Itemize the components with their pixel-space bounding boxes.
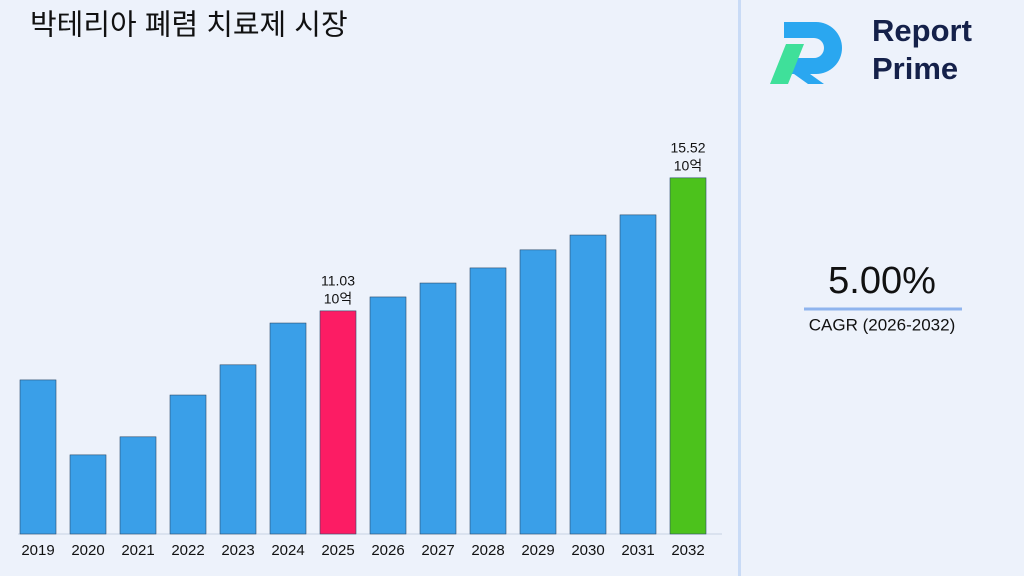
bar <box>669 177 707 535</box>
x-tick-label: 2029 <box>521 542 554 559</box>
x-tick-label: 2022 <box>171 542 204 559</box>
bar <box>419 282 457 535</box>
cagr-label: CAGR (2026-2032) <box>809 315 955 334</box>
bar <box>119 436 157 535</box>
divider <box>738 0 741 576</box>
x-tick-label: 2026 <box>371 542 404 559</box>
bar <box>369 296 407 535</box>
bar <box>69 454 107 535</box>
x-tick-label: 2027 <box>421 542 454 559</box>
value-unit: 10억 <box>674 158 702 174</box>
bar <box>569 234 607 535</box>
cagr-value: 5.00% <box>828 260 936 302</box>
bar <box>219 364 257 535</box>
x-tick-label: 2032 <box>671 542 704 559</box>
x-tick-label: 2024 <box>271 542 304 559</box>
bar <box>319 310 357 535</box>
bar <box>519 249 557 535</box>
logo-mark <box>770 44 804 84</box>
x-tick-label: 2025 <box>321 542 354 559</box>
logo-text: Report <box>872 13 972 48</box>
bar <box>469 267 507 535</box>
x-tick-label: 2019 <box>21 542 54 559</box>
logo: Report Prime <box>770 13 972 86</box>
bar <box>19 379 57 535</box>
bar <box>619 214 657 535</box>
logo-text: Prime <box>872 51 958 86</box>
value-label: 11.03 <box>321 273 355 289</box>
x-tick-label: 2021 <box>121 542 154 559</box>
logo-mark <box>784 22 842 84</box>
chart-title: 박테리아 폐렴 치료제 시장 <box>30 10 348 42</box>
bar <box>269 322 307 535</box>
x-tick-label: 2023 <box>221 542 254 559</box>
x-tick-label: 2030 <box>571 542 604 559</box>
value-label: 15.52 <box>670 140 705 156</box>
bar <box>169 394 207 535</box>
x-tick-label: 2031 <box>621 542 654 559</box>
value-unit: 10억 <box>324 291 352 307</box>
x-tick-label: 2020 <box>71 542 104 559</box>
x-tick-label: 2028 <box>471 542 504 559</box>
